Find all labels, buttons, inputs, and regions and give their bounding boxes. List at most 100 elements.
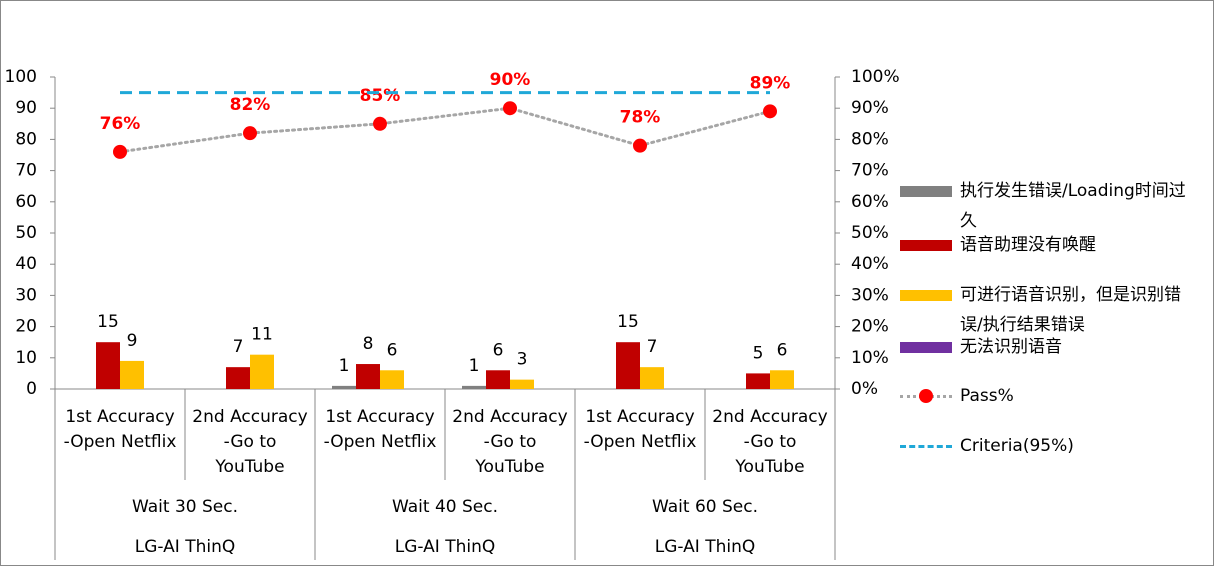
- x-tick-label: 1st Accuracy: [65, 407, 174, 427]
- legend-key: [900, 176, 952, 206]
- legend-item: 无法识别语音: [900, 332, 1200, 362]
- legend-key: [900, 431, 952, 461]
- y-tick-label: 80: [15, 129, 37, 149]
- pass-label: 78%: [620, 108, 661, 128]
- y2-tick-label: 100%: [851, 67, 900, 87]
- pass-point: [243, 126, 257, 141]
- y-tick-label: 0: [26, 379, 37, 399]
- group-label: Wait 40 Sec.: [392, 497, 498, 517]
- legend-item: 可进行语音识别，但是识别错误/执行结果错误: [900, 280, 1200, 340]
- y-tick-label: 70: [15, 161, 37, 181]
- y-tick-label: 10: [15, 348, 37, 368]
- legend-item: 执行发生错误/Loading时间过久: [900, 176, 1200, 236]
- data-label: 6: [387, 340, 398, 360]
- x-tick-label: YouTube: [734, 457, 804, 477]
- y2-tick-label: 50%: [851, 223, 889, 243]
- pass-point: [113, 144, 127, 159]
- y2-tick-label: 60%: [851, 192, 889, 212]
- x-tick-label: -Go to: [224, 432, 277, 452]
- bar: [380, 370, 404, 389]
- y-tick-label: 30: [15, 285, 37, 305]
- legend-label: 无法识别语音: [960, 337, 1062, 357]
- outer-group-label: LG-AI ThinQ: [135, 537, 236, 557]
- group-label: Wait 30 Sec.: [132, 497, 238, 517]
- legend-item: Criteria(95%): [900, 431, 1200, 461]
- bar: [226, 367, 250, 389]
- x-tick-label: -Open Netflix: [584, 432, 697, 452]
- x-tick-label: -Go to: [744, 432, 797, 452]
- pass-point: [763, 104, 777, 119]
- data-label: 15: [97, 312, 119, 332]
- bar: [462, 385, 486, 389]
- pass-point: [373, 116, 387, 131]
- pass-label: 85%: [360, 86, 401, 106]
- data-label: 1: [469, 356, 480, 376]
- legend-label: Criteria(95%): [960, 436, 1074, 456]
- y-tick-label: 20: [15, 317, 37, 337]
- y-tick-label: 90: [15, 98, 37, 118]
- bar: [356, 364, 380, 389]
- y2-tick-label: 0%: [851, 379, 878, 399]
- x-tick-label: 2nd Accuracy: [712, 407, 827, 427]
- data-label: 6: [493, 340, 504, 360]
- bar: [746, 373, 770, 389]
- legend-label: 可进行语音识别，但是识别错误/执行结果错误: [960, 285, 1181, 335]
- bar: [250, 354, 274, 389]
- data-label: 7: [647, 337, 658, 357]
- x-tick-label: 2nd Accuracy: [192, 407, 307, 427]
- legend-key: [900, 381, 952, 411]
- data-label: 3: [517, 350, 528, 370]
- bar: [616, 342, 640, 389]
- y-tick-label: 40: [15, 254, 37, 274]
- legend-key: [900, 332, 952, 362]
- x-tick-label: YouTube: [474, 457, 544, 477]
- bar: [120, 360, 144, 389]
- legend-label: 语音助理没有唤醒: [960, 235, 1096, 255]
- x-tick-label: -Open Netflix: [324, 432, 437, 452]
- group-label: Wait 60 Sec.: [652, 497, 758, 517]
- y-tick-label: 60: [15, 192, 37, 212]
- y2-tick-label: 40%: [851, 254, 889, 274]
- pass-label: 76%: [100, 114, 141, 134]
- x-tick-label: YouTube: [214, 457, 284, 477]
- x-tick-label: 1st Accuracy: [585, 407, 694, 427]
- legend-item: Pass%: [900, 381, 1200, 411]
- data-label: 9: [127, 331, 138, 351]
- bar: [770, 370, 794, 389]
- bar: [510, 379, 534, 389]
- outer-group-label: LG-AI ThinQ: [655, 537, 756, 557]
- data-label: 7: [233, 337, 244, 357]
- legend-label: 执行发生错误/Loading时间过久: [960, 181, 1186, 231]
- x-tick-label: 1st Accuracy: [325, 407, 434, 427]
- pass-label: 90%: [490, 70, 531, 90]
- pass-label: 82%: [230, 95, 271, 115]
- pass-point: [503, 101, 517, 116]
- y2-tick-label: 70%: [851, 161, 889, 181]
- bar: [332, 385, 356, 389]
- data-label: 6: [777, 340, 788, 360]
- pass-point: [633, 138, 647, 153]
- y-tick-label: 50: [15, 223, 37, 243]
- data-label: 5: [753, 343, 764, 363]
- y2-tick-label: 90%: [851, 98, 889, 118]
- y-tick-label: 100: [5, 67, 37, 87]
- y2-tick-label: 80%: [851, 129, 889, 149]
- legend-item: 语音助理没有唤醒: [900, 230, 1200, 260]
- y2-tick-label: 30%: [851, 285, 889, 305]
- y2-tick-label: 20%: [851, 317, 889, 337]
- data-label: 11: [251, 325, 273, 345]
- x-tick-label: -Open Netflix: [64, 432, 177, 452]
- legend-label: Pass%: [960, 386, 1014, 406]
- data-label: 15: [617, 312, 639, 332]
- bar: [486, 370, 510, 389]
- pass-line: [118, 106, 772, 154]
- x-tick-label: -Go to: [484, 432, 537, 452]
- bar: [96, 342, 120, 389]
- pass-label: 89%: [750, 73, 791, 93]
- outer-group-label: LG-AI ThinQ: [395, 537, 496, 557]
- data-label: 8: [363, 334, 374, 354]
- legend-key: [900, 280, 952, 310]
